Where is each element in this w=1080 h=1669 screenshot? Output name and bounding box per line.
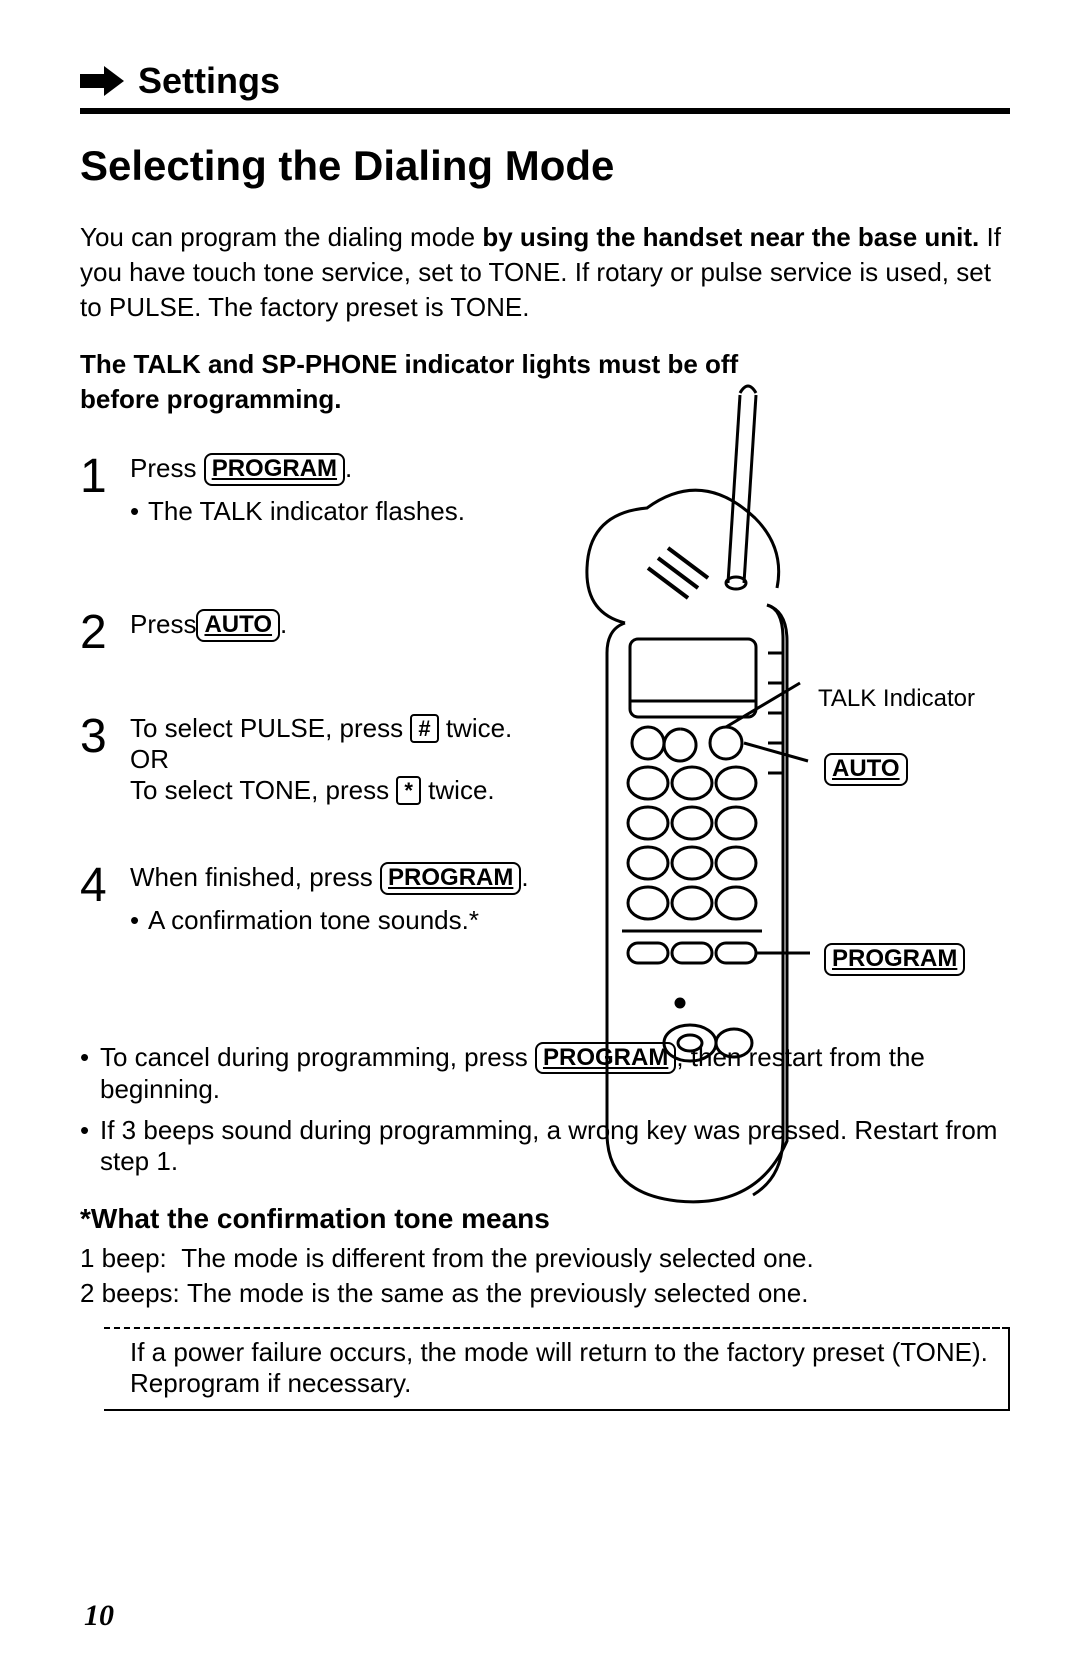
confirmation-row-2: 2 beeps: The mode is the same as the pre… [80, 1278, 1010, 1309]
auto-button-label: AUTO [196, 609, 280, 642]
intro-pre: You can program the dialing mode [80, 222, 482, 252]
power-failure-note: If a power failure occurs, the mode will… [104, 1327, 1010, 1411]
step3-l2-post: twice. [421, 775, 495, 805]
step-number: 1 [80, 453, 114, 553]
step-number: 2 [80, 609, 114, 657]
step-4: 4 When finished, press PROGRAM. A confir… [80, 862, 550, 962]
step-text-post: . [280, 609, 287, 639]
step-number: 3 [80, 713, 114, 806]
step3-l2-pre: To select TONE, press [130, 775, 396, 805]
step-sub: A confirmation tone sounds.* [130, 905, 550, 936]
program-button-label: PROGRAM [204, 453, 345, 486]
header-rule [80, 108, 1010, 114]
page-title: Selecting the Dialing Mode [80, 142, 1010, 190]
section-title: Settings [138, 60, 280, 102]
step-text-post: . [521, 862, 528, 892]
step-text-post: . [345, 453, 352, 483]
step-text: When finished, press [130, 862, 380, 892]
manual-page: Settings Selecting the Dialing Mode You … [0, 0, 1080, 1669]
star-key: * [396, 776, 421, 805]
program-button-label: PROGRAM [380, 862, 521, 895]
program-button-label: PROGRAM [535, 1042, 676, 1075]
steps-list: 1 Press PROGRAM. The TALK indicator flas… [80, 453, 550, 981]
hash-key: # [410, 714, 438, 743]
step-text: Press [130, 609, 196, 639]
note-cancel: To cancel during programming, press PROG… [80, 1042, 1010, 1106]
note-beeps: If 3 beeps sound during programming, a w… [80, 1115, 1010, 1177]
step-text: Press [130, 453, 204, 483]
intro-paragraph: You can program the dialing mode by usin… [80, 220, 1010, 325]
step3-l1-post: twice. [439, 713, 513, 743]
step-sub: The TALK indicator flashes. [130, 496, 550, 527]
intro-bold: by using the handset near the base unit. [482, 222, 979, 252]
callout-program-button: PROGRAM [824, 943, 965, 976]
section-header: Settings [80, 60, 1010, 102]
step-number: 4 [80, 862, 114, 962]
step-1: 1 Press PROGRAM. The TALK indicator flas… [80, 453, 550, 553]
callout-talk-indicator: TALK Indicator [818, 685, 975, 713]
step3-l1-pre: To select PULSE, press [130, 713, 410, 743]
callout-auto-button: AUTO [824, 753, 908, 786]
page-number: 10 [84, 1599, 114, 1633]
step-2: 2 PressAUTO. [80, 609, 550, 657]
arrow-right-icon [80, 66, 124, 96]
step-3: 3 To select PULSE, press # twice. OR To … [80, 713, 550, 806]
step3-or: OR [130, 744, 169, 774]
